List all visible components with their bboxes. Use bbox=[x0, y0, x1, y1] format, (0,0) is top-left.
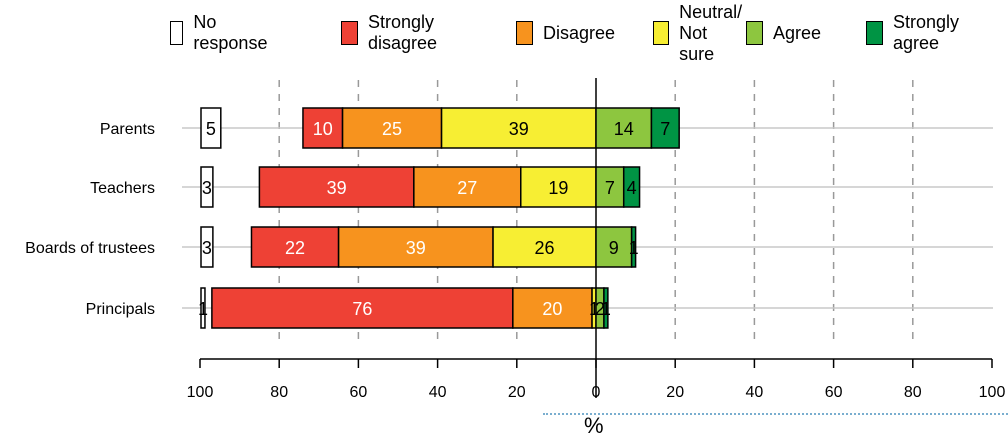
x-tick-label: 20 bbox=[508, 384, 526, 401]
data-label: 76 bbox=[352, 299, 372, 319]
legend-swatch bbox=[746, 21, 763, 45]
x-tick-label: 80 bbox=[270, 384, 288, 401]
legend-swatch bbox=[653, 21, 670, 45]
legend-label: Disagree bbox=[543, 22, 616, 43]
bar-strongly-agree bbox=[603, 287, 609, 329]
x-axis-title: % bbox=[584, 413, 604, 438]
legend-label: No response bbox=[193, 12, 268, 53]
x-tick-label: 100 bbox=[979, 384, 1006, 401]
x-tick-label: 20 bbox=[666, 384, 684, 401]
bar-neutral bbox=[520, 166, 597, 208]
data-label: 4 bbox=[627, 178, 637, 198]
legend-item: Neutral/ Not sure bbox=[653, 2, 743, 64]
x-tick-label: 0 bbox=[592, 384, 601, 401]
dotted-line bbox=[543, 413, 1008, 415]
bar-neutral bbox=[440, 107, 597, 149]
bar-disagree bbox=[341, 107, 443, 149]
legend-swatch bbox=[866, 21, 883, 45]
bar-strongly-agree bbox=[650, 107, 680, 149]
data-label: 1 bbox=[589, 299, 599, 319]
category-label: Parents bbox=[100, 121, 155, 138]
data-label: 9 bbox=[609, 238, 619, 258]
bar-no-response bbox=[200, 226, 214, 268]
data-label: 19 bbox=[548, 178, 568, 198]
legend-label: Neutral/ Not sure bbox=[679, 1, 743, 64]
legend-swatch bbox=[170, 21, 184, 45]
data-label: 14 bbox=[614, 119, 634, 139]
legend-item: No response bbox=[170, 10, 271, 56]
data-label: 5 bbox=[206, 119, 216, 139]
bar-disagree bbox=[337, 226, 494, 268]
data-label: 1 bbox=[198, 299, 208, 319]
legend-swatch bbox=[341, 21, 358, 45]
legend-label: Agree bbox=[773, 22, 822, 43]
bar-disagree bbox=[413, 166, 522, 208]
x-tick-label: 100 bbox=[187, 384, 214, 401]
data-label: 2 bbox=[595, 299, 605, 319]
data-label: 1 bbox=[629, 238, 639, 258]
bar-strongly-agree bbox=[630, 226, 637, 268]
data-label: 39 bbox=[509, 119, 529, 139]
legend-item: Strongly agree bbox=[866, 10, 959, 56]
bar-disagree bbox=[512, 287, 593, 329]
data-label: 7 bbox=[605, 178, 615, 198]
bar-agree bbox=[595, 166, 625, 208]
data-label: 3 bbox=[202, 178, 212, 198]
category-label: Boards of trustees bbox=[25, 240, 155, 257]
legend-item: Agree bbox=[746, 10, 821, 56]
bar-strongly-disagree bbox=[250, 226, 340, 268]
data-label: 26 bbox=[535, 238, 555, 258]
category-label: Teachers bbox=[90, 180, 155, 197]
x-tick-label: 60 bbox=[825, 384, 843, 401]
bar-strongly-disagree bbox=[211, 287, 514, 329]
legend-label: Strongly agree bbox=[893, 12, 960, 53]
bar-agree bbox=[595, 107, 653, 149]
data-label: 1 bbox=[601, 299, 611, 319]
data-label: 27 bbox=[457, 178, 477, 198]
data-label: 39 bbox=[327, 178, 347, 198]
bar-strongly-disagree bbox=[302, 107, 344, 149]
legend-swatch bbox=[516, 21, 533, 45]
bar-no-response bbox=[200, 287, 206, 329]
x-tick-label: 40 bbox=[746, 384, 764, 401]
data-label: 10 bbox=[313, 119, 333, 139]
x-tick-label: 80 bbox=[904, 384, 922, 401]
category-label: Principals bbox=[86, 301, 155, 318]
data-label: 22 bbox=[285, 238, 305, 258]
bar-no-response bbox=[200, 107, 222, 149]
legend-label: Strongly disagree bbox=[368, 12, 438, 53]
bar-agree bbox=[595, 226, 633, 268]
x-tick-label: 40 bbox=[429, 384, 447, 401]
bar-neutral bbox=[492, 226, 597, 268]
x-tick-label: 60 bbox=[350, 384, 368, 401]
data-label: 20 bbox=[542, 299, 562, 319]
legend-item: Disagree bbox=[516, 10, 615, 56]
bar-strongly-disagree bbox=[258, 166, 415, 208]
data-label: 39 bbox=[406, 238, 426, 258]
data-label: 25 bbox=[382, 119, 402, 139]
data-label: 7 bbox=[660, 119, 670, 139]
bar-strongly-agree bbox=[622, 166, 641, 208]
bar-no-response bbox=[200, 166, 214, 208]
legend-item: Strongly disagree bbox=[341, 10, 437, 56]
data-label: 3 bbox=[202, 238, 212, 258]
